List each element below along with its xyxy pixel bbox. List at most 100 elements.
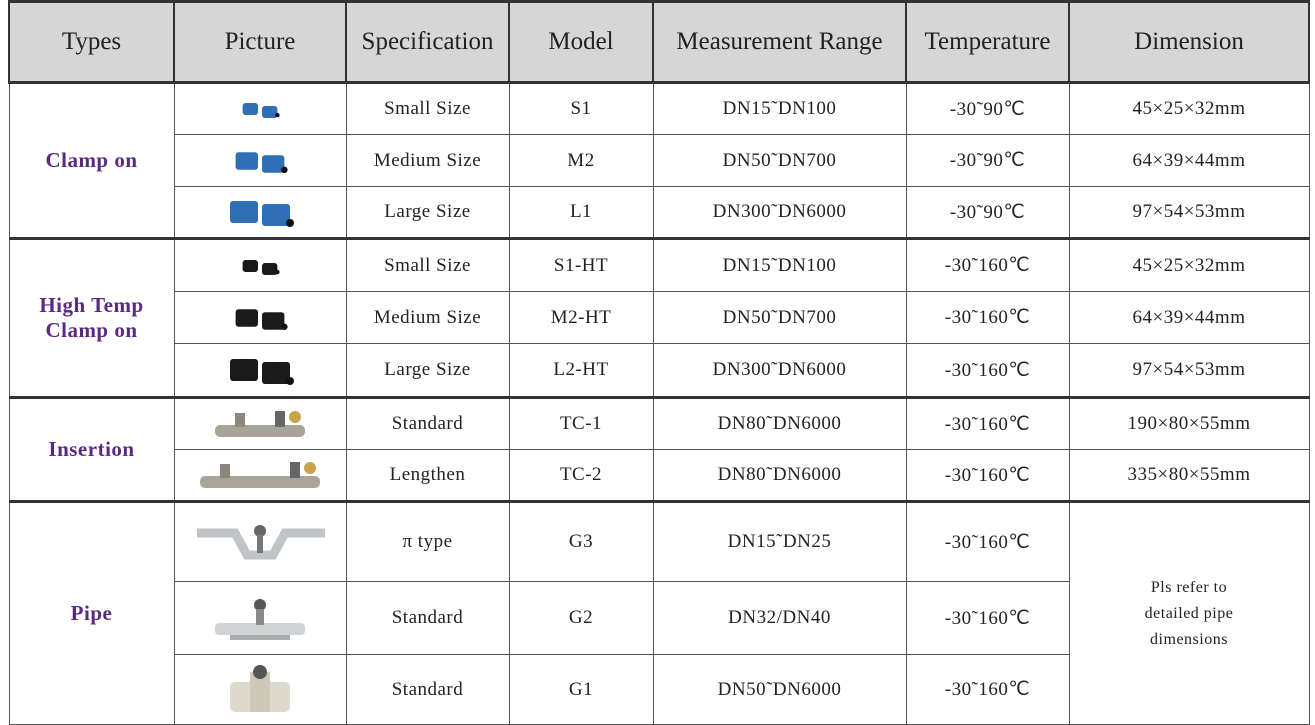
product-picture [185,241,335,291]
specification-cell: Medium Size [346,292,509,344]
type-label: High Temp Clamp on [37,293,147,343]
specification-cell: Standard [346,655,509,725]
temperature-cell: -30˜160℃ [906,502,1069,582]
temperature-cell: -30˜160℃ [906,398,1069,450]
specification-cell: Standard [346,398,509,450]
product-picture [185,345,335,395]
model-cell: G3 [509,502,653,582]
dimension-cell: 97×54×53mm [1069,187,1309,239]
model-cell: G2 [509,582,653,655]
type-cell: Clamp on [9,83,174,239]
picture-cell [174,398,346,450]
dimension-cell: 190×80×55mm [1069,398,1309,450]
picture-cell [174,655,346,725]
type-cell: Pipe [9,502,174,725]
header-cell: Specification [346,2,509,83]
type-label: Pipe [37,601,147,626]
model-cell: TC-1 [509,398,653,450]
measurement-range-cell: DN50˜DN700 [653,292,906,344]
measurement-range-cell: DN32/DN40 [653,582,906,655]
measurement-range-cell: DN50˜DN6000 [653,655,906,725]
dimension-note-cell: Pls refer to detailed pipe dimensions [1069,502,1309,725]
picture-cell [174,83,346,135]
header-cell: Types [9,2,174,83]
measurement-range-cell: DN300˜DN6000 [653,187,906,239]
header-cell: Dimension [1069,2,1309,83]
type-cell: High Temp Clamp on [9,239,174,398]
dimension-cell: 64×39×44mm [1069,135,1309,187]
product-picture [185,399,335,449]
measurement-range-cell: DN300˜DN6000 [653,344,906,398]
model-cell: L1 [509,187,653,239]
measurement-range-cell: DN15˜DN100 [653,239,906,292]
model-cell: G1 [509,655,653,725]
dimension-cell: 45×25×32mm [1069,83,1309,135]
product-picture [185,136,335,186]
model-cell: M2 [509,135,653,187]
type-label: Clamp on [37,148,147,173]
picture-cell [174,135,346,187]
picture-cell [174,187,346,239]
specification-cell: π type [346,502,509,582]
measurement-range-cell: DN80˜DN6000 [653,450,906,502]
header-cell: Measurement Range [653,2,906,83]
specification-cell: Small Size [346,83,509,135]
product-picture [185,187,335,237]
specification-cell: Large Size [346,187,509,239]
temperature-cell: -30˜160℃ [906,655,1069,725]
measurement-range-cell: DN50˜DN700 [653,135,906,187]
temperature-cell: -30˜160℃ [906,582,1069,655]
model-cell: M2-HT [509,292,653,344]
specification-cell: Lengthen [346,450,509,502]
product-picture [185,293,335,343]
temperature-cell: -30˜160℃ [906,239,1069,292]
product-picture [185,450,335,500]
specification-cell: Large Size [346,344,509,398]
model-cell: S1 [509,83,653,135]
specification-cell: Standard [346,582,509,655]
dimension-cell: 45×25×32mm [1069,239,1309,292]
measurement-range-cell: DN15˜DN25 [653,502,906,582]
temperature-cell: -30˜90℃ [906,83,1069,135]
product-picture [185,517,335,567]
picture-cell [174,344,346,398]
temperature-cell: -30˜160℃ [906,292,1069,344]
temperature-cell: -30˜90℃ [906,135,1069,187]
header-cell: Temperature [906,2,1069,83]
temperature-cell: -30˜160℃ [906,344,1069,398]
product-picture [185,660,335,720]
model-cell: L2-HT [509,344,653,398]
dimension-note: Pls refer to detailed pipe dimensions [1129,575,1249,653]
product-picture [185,593,335,643]
dimension-cell: 335×80×55mm [1069,450,1309,502]
specification-cell: Small Size [346,239,509,292]
header-cell: Picture [174,2,346,83]
picture-cell [174,292,346,344]
specification-cell: Medium Size [346,135,509,187]
dimension-cell: 97×54×53mm [1069,344,1309,398]
picture-cell [174,239,346,292]
type-label: Insertion [37,437,147,462]
temperature-cell: -30˜90℃ [906,187,1069,239]
picture-cell [174,582,346,655]
picture-cell [174,450,346,502]
temperature-cell: -30˜160℃ [906,450,1069,502]
measurement-range-cell: DN80˜DN6000 [653,398,906,450]
dimension-cell: 64×39×44mm [1069,292,1309,344]
picture-cell [174,502,346,582]
type-cell: Insertion [9,398,174,502]
measurement-range-cell: DN15˜DN100 [653,83,906,135]
product-picture [185,84,335,134]
model-cell: S1-HT [509,239,653,292]
